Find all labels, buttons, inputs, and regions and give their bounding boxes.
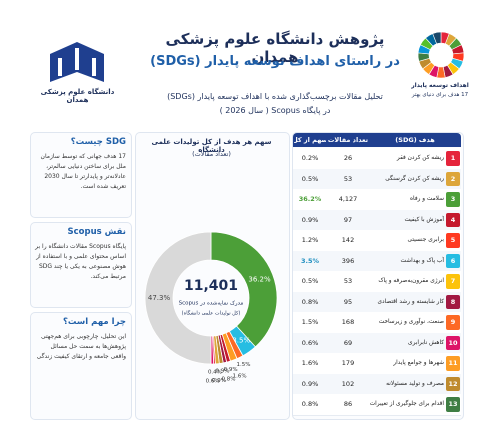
share: 0.5% [301,277,319,286]
share: 36.2% [298,195,322,204]
article-count: 53 [343,277,353,286]
value-label: 3.5% [232,336,250,344]
sdg-goal: آب پاک و بهداشت [400,257,444,264]
sidebar-text: 17 هدف جهانی که توسط سازمان ملل برای ساخ… [40,153,126,190]
article-count: 69 [343,338,353,347]
article-count: 102 [341,379,355,388]
share: 1.6% [301,359,319,368]
column-header: هدف (SDG) [395,136,435,144]
value-label: 1.5% [237,362,251,368]
sdg-tagline: 17 هدف برای دنیای بهتر [411,92,469,98]
sdg-number: 12 [446,376,460,391]
title: پژوهش دانشگاه علوم پزشکی همدان [165,30,385,66]
sidebar-box [30,222,132,308]
value-label: 0.4% [208,369,222,375]
sdg-number: 7 [446,274,460,289]
logo-text: دانشگاه علوم پزشکی همدان [40,88,115,104]
chart-title: سهم هر هدف از کل تولیدات علمی دانشگاه [151,138,272,154]
share: 3.5% [300,256,320,265]
wheel-segment [432,31,442,45]
donut-slice [210,231,278,348]
article-count: 4,127 [338,195,358,204]
sdg-goal: اقدام برای جلوگیری از تغییرات آب‌وهوایی [370,401,444,408]
article-count: 168 [341,318,355,327]
sdg-number: 4 [446,212,460,227]
center-value: 11,401 [184,278,238,294]
logo-icon [50,42,104,82]
value-label: 0.8% [222,377,236,383]
sdg-goal: صنعت، نوآوری و زیرساخت [378,319,444,326]
donut-chart: 36.2%3.5%1.5%1.6%0.9%0.8%0.9%0.9%0.4%0.6… [144,231,278,384]
share: 0.6% [301,338,319,347]
title-line2: در راستای اهداف توسعه پایدار (SDGs) [150,54,400,69]
value-label: 0.9% [216,369,230,375]
value-label: 0.9% [212,378,226,384]
article-count: 95 [343,297,353,306]
row-bg [293,394,461,416]
sdg-goal: کار شایسته و رشد اقتصادی [377,298,444,305]
sidebar-box [30,132,132,218]
subtitle: تحلیل مقالات برچسب‌گذاری شده با اهداف تو… [167,92,383,101]
sidebar-text: این تحلیل، چارچوبی برای هم‌جهتی پژوهش‌ها… [36,333,126,360]
sdg-goal: برابری جنسیتی [407,237,444,244]
value-label: 0.6% [206,378,220,384]
sdg-goal: مصرف و تولید مسئولانه [386,380,444,387]
article-count: 142 [341,236,355,245]
share: 0.5% [301,174,319,183]
share: 0.8% [301,297,319,306]
share: 0.2% [301,154,319,163]
chart-subtitle: (تعداد مقالات) [192,150,231,158]
value-label: 47.3% [148,294,171,302]
sdg-goal: آموزش با کیفیت [404,216,444,223]
article-count: 86 [343,400,353,409]
share: 0.9% [301,215,319,224]
sdg-goal: سلامت و رفاه [410,196,444,203]
value-label: 36.2% [248,275,271,283]
sdg-number: 8 [446,294,460,309]
sidebar-title: چرا مهم است؟ [63,317,126,327]
sdg-goal: شهرها و جوامع پایدار [393,360,444,367]
value-label: 1.6% [233,373,247,379]
sidebar-title: SDG چیست؟ [70,137,126,147]
sdg-goal: انرژی مقرون‌به‌صرفه و پاک [378,278,444,285]
sdg-number: 11 [446,356,460,371]
sdg-number: 5 [446,233,460,248]
sdg-wheel [417,31,465,79]
article-count: 53 [343,174,353,183]
sdg-goal: کاهش نابرابری [408,339,444,346]
sidebar-text: پایگاه Scopus مقالات دانشگاه را بر اساس … [35,243,126,280]
share: 1.5% [301,318,319,327]
sdg-goal: ریشه کن کردن گرسنگی [385,175,444,182]
sdg-number: 13 [446,397,460,412]
column-header: تعداد مقالات [327,136,369,144]
article-count: 26 [343,154,353,163]
article-count: 396 [341,256,355,265]
share: 1.2% [301,236,319,245]
sdg-number: 3 [446,192,460,207]
table-header-bg [293,133,461,147]
center-text: مدرک نمایه‌شده در Scopus [179,300,244,307]
center-note: (کل تولیدات علمی دانشگاه) [182,310,241,317]
sdg-number: 10 [446,335,460,350]
sdg-number: 6 [446,253,460,268]
sdg-number: 1 [446,151,460,166]
sidebar-title: نقش Scopus [67,227,127,237]
column-header: سهم از کل [294,136,326,144]
sdg-number: 9 [446,315,460,330]
article-count: 97 [343,215,353,224]
sdg-number: 2 [446,171,460,186]
subtitle-line2: در پایگاه Scopus ( سال 2026 ) [219,106,331,115]
value-label: 0.9% [224,367,238,373]
article-count: 179 [341,359,355,368]
share: 0.9% [301,379,319,388]
share: 0.8% [301,400,319,409]
sdg-goal: ریشه کن کردن فقر [396,155,444,162]
sdg-label: اهداف توسعه پایدار [411,82,469,89]
sidebar-box [30,312,132,420]
donut-slice [144,231,212,365]
